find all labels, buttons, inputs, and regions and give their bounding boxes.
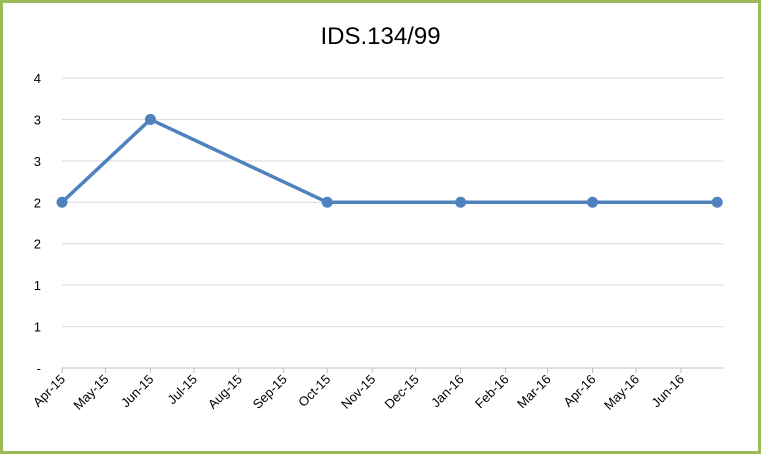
x-tick-label: Dec-15 [382, 372, 422, 412]
x-tick-label: Nov-15 [338, 372, 378, 412]
line-chart: - 1 1 2 2 3 3 4 Apr-15 May-15 Jun-15 Jul-15 Aug-15 S… [30, 71, 723, 413]
data-point [144, 113, 156, 125]
x-tick-label: Aug-15 [205, 372, 245, 412]
x-tick-label: Sep-15 [250, 372, 290, 412]
y-tick-label: 1 [34, 320, 41, 335]
y-tick-label: 3 [34, 154, 41, 169]
y-tick-label: 2 [34, 237, 41, 252]
x-tick-label: Apr-16 [560, 372, 598, 410]
x-tick-label: Oct-15 [295, 372, 333, 410]
gridlines [62, 77, 723, 328]
y-tick-label: 3 [34, 112, 41, 127]
x-tick-label: Jun-15 [118, 372, 157, 411]
x-tick-labels: Apr-15 May-15 Jun-15 Jul-15 Aug-15 Sep-15 Oct-… [30, 372, 687, 413]
x-tick-label: Jun-16 [648, 372, 687, 411]
y-tick-labels: - 1 1 2 2 3 3 4 [34, 71, 41, 376]
x-tick-label: May-16 [601, 372, 642, 413]
x-tick-label: Jan-16 [428, 372, 467, 411]
data-point [711, 196, 723, 208]
x-tick-label: Feb-16 [472, 372, 512, 412]
axes [61, 367, 723, 373]
x-tick-label: Apr-15 [30, 372, 68, 410]
data-point [56, 196, 68, 208]
y-tick-label: 1 [34, 278, 41, 293]
series-line [60, 117, 718, 205]
chart-title: IDS.134/99 [320, 23, 441, 50]
y-tick-label: 2 [34, 195, 41, 210]
y-tick-label: - [37, 361, 41, 376]
data-point [587, 196, 599, 208]
y-tick-label: 4 [34, 71, 41, 86]
x-tick-label: Jul-15 [164, 372, 200, 408]
data-point [321, 196, 333, 208]
series-layer [56, 113, 723, 208]
x-tick-label: May-15 [70, 372, 111, 413]
x-tick-label: Mar-16 [514, 372, 554, 412]
data-point [455, 196, 467, 208]
